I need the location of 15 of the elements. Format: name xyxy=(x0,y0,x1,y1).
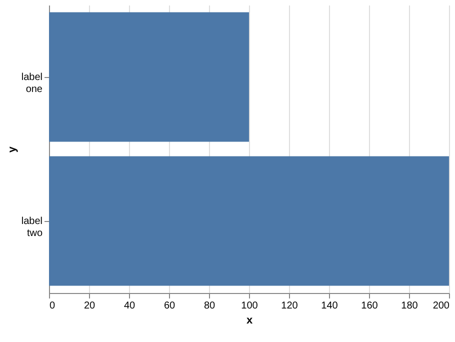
y-axis-title: y xyxy=(6,146,18,153)
x-tick-label: 100 xyxy=(241,300,258,312)
x-tick-label: 20 xyxy=(84,300,96,312)
x-tick-label: 140 xyxy=(321,300,338,312)
x-tick-label: 200 xyxy=(432,300,450,312)
x-tick-label: 120 xyxy=(281,300,298,312)
y-tick-label: label one xyxy=(21,72,43,95)
x-tick-label: 0 xyxy=(50,300,56,312)
x-tick-label: 160 xyxy=(361,300,378,312)
x-axis-title: x xyxy=(246,314,254,326)
x-tick-label: 60 xyxy=(164,300,176,312)
x-tick-label: 40 xyxy=(124,300,136,312)
y-tick-label: label two xyxy=(21,216,43,239)
x-tick-label: 80 xyxy=(204,300,216,312)
x-tick-label: 180 xyxy=(401,300,418,312)
